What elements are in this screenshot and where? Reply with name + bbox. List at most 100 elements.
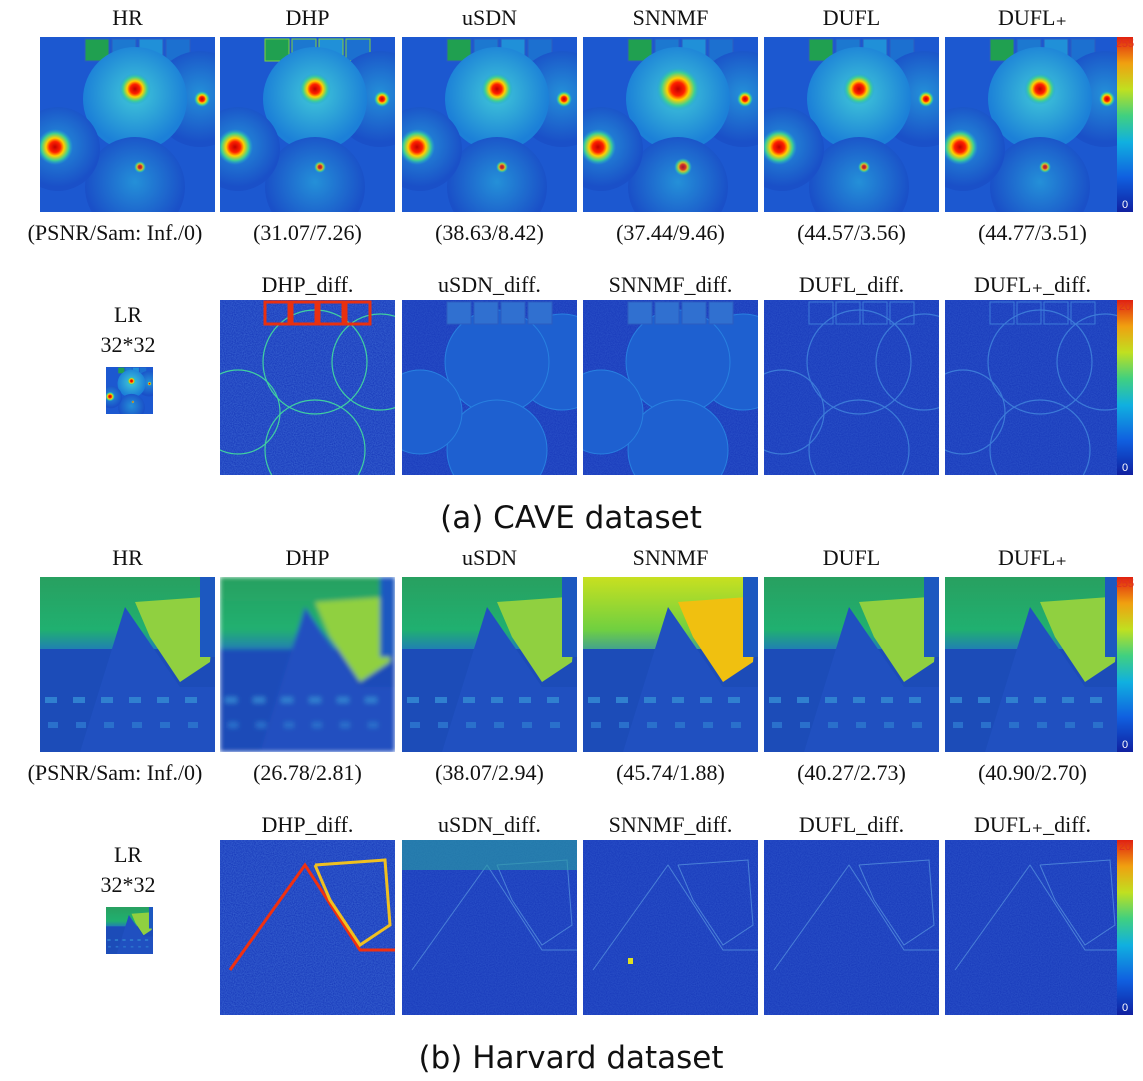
diff-label: DUFL_diff. xyxy=(799,272,904,297)
colorbar-min: 0 xyxy=(1122,1002,1128,1014)
tile xyxy=(527,301,553,325)
tile xyxy=(808,38,834,62)
edge xyxy=(592,864,758,971)
result-image xyxy=(764,577,939,752)
metric: (44.57/3.56) xyxy=(797,220,906,245)
lr-size: 32*32 xyxy=(101,872,156,897)
metric: (40.27/2.73) xyxy=(797,760,906,785)
diff-image xyxy=(220,300,395,475)
outline xyxy=(806,309,912,415)
outline xyxy=(989,399,1091,475)
diff-image xyxy=(764,840,939,1015)
window xyxy=(107,939,111,941)
window xyxy=(144,939,149,941)
window xyxy=(340,722,350,728)
colorbar xyxy=(1117,840,1133,1015)
colorbar-min: 0 xyxy=(1122,199,1128,211)
tile xyxy=(627,301,653,325)
window xyxy=(160,722,170,728)
edge xyxy=(1039,859,1116,946)
window xyxy=(114,939,119,941)
window xyxy=(644,697,656,703)
edge xyxy=(858,859,935,946)
roof xyxy=(131,912,153,936)
tile xyxy=(1016,301,1042,325)
window xyxy=(494,722,504,728)
window xyxy=(129,939,134,941)
tile xyxy=(500,301,526,325)
hotspot xyxy=(656,67,700,111)
window xyxy=(491,697,503,703)
window xyxy=(550,722,560,728)
window xyxy=(731,722,741,728)
caption: (a) CAVE dataset xyxy=(440,500,702,536)
hotspot xyxy=(674,158,692,176)
diff-image xyxy=(583,300,758,475)
diff-label: SNNMF_diff. xyxy=(609,812,733,837)
window xyxy=(228,722,238,728)
diff-image xyxy=(220,840,395,1015)
ball xyxy=(625,309,731,415)
diff-label: DUFL₊_diff. xyxy=(974,812,1091,837)
window xyxy=(466,722,476,728)
hotspot xyxy=(1039,161,1051,173)
scene xyxy=(106,907,153,954)
window xyxy=(828,722,838,728)
result-image xyxy=(220,577,395,752)
colorbar-min: 0 xyxy=(1122,462,1128,474)
window xyxy=(588,697,600,703)
diff-label: uSDN_diff. xyxy=(438,272,541,297)
diff-label: DUFL_diff. xyxy=(799,812,904,837)
hotspot xyxy=(131,400,135,404)
hotspot xyxy=(496,161,508,173)
roof xyxy=(678,597,758,682)
hotspot xyxy=(119,73,151,105)
metric: (38.63/8.42) xyxy=(435,220,544,245)
hotspot xyxy=(194,91,210,107)
method-label: DUFL xyxy=(823,5,880,30)
scene xyxy=(945,577,1120,752)
hotspot xyxy=(737,91,753,107)
window xyxy=(185,697,197,703)
edge xyxy=(773,864,939,971)
diff-label: SNNMF_diff. xyxy=(609,272,733,297)
hotspot xyxy=(843,73,875,105)
tower xyxy=(562,577,577,657)
window xyxy=(856,722,866,728)
hotspot xyxy=(764,129,797,165)
hotspot xyxy=(40,129,73,165)
result-image xyxy=(402,37,577,212)
roof xyxy=(497,597,577,682)
outline xyxy=(764,369,825,455)
colorbar-max: 20 xyxy=(1119,301,1131,313)
tower xyxy=(1105,577,1120,657)
tile xyxy=(1070,301,1096,325)
metric: (26.78/2.81) xyxy=(253,760,362,785)
result-image xyxy=(583,577,758,752)
ball xyxy=(628,137,728,212)
tile xyxy=(1043,301,1069,325)
method-label: HR xyxy=(112,5,143,30)
diff-label: uSDN_diff. xyxy=(438,812,541,837)
tile xyxy=(627,38,653,62)
window xyxy=(407,697,419,703)
roof xyxy=(315,597,395,682)
edge xyxy=(677,859,754,946)
colorbar-min: 0 xyxy=(1122,739,1128,751)
hotspot xyxy=(220,129,253,165)
hotspot xyxy=(147,381,152,386)
gable xyxy=(985,607,1120,752)
window xyxy=(137,939,141,941)
method-label: HR xyxy=(112,545,143,570)
window xyxy=(884,722,894,728)
window xyxy=(981,722,991,728)
scene xyxy=(402,577,577,752)
window xyxy=(337,697,349,703)
hotspot xyxy=(945,129,978,165)
metric: (31.07/7.26) xyxy=(253,220,362,245)
hotspot xyxy=(583,129,616,165)
tile xyxy=(264,38,290,62)
ball xyxy=(444,309,550,415)
diff-image xyxy=(945,840,1120,1015)
window xyxy=(73,697,85,703)
